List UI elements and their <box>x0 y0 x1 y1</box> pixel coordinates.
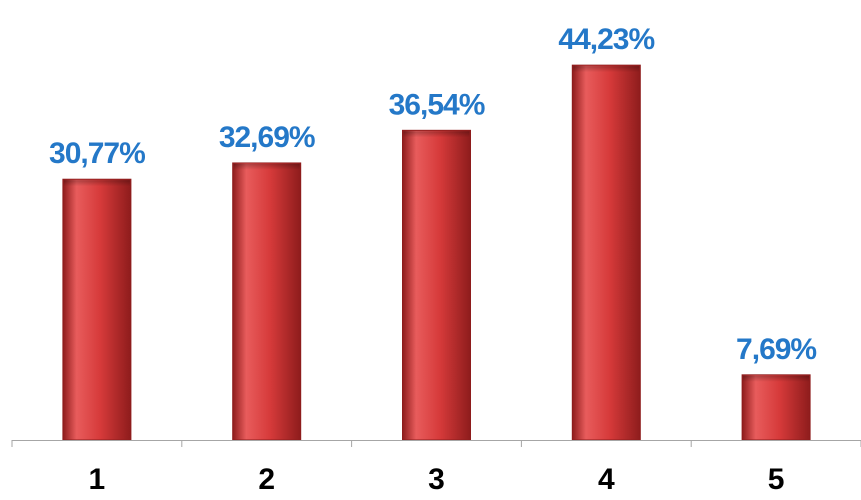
x-tick-label-4: 4 <box>598 463 615 496</box>
bar-top-shade-2 <box>233 163 300 170</box>
bars-layer <box>62 64 811 441</box>
bar-3 <box>402 129 471 441</box>
bar-top-shade-4 <box>573 66 640 73</box>
x-tick-label-3: 3 <box>428 463 445 496</box>
data-label-4: 44,23% <box>558 23 654 56</box>
x-tick-label-2: 2 <box>258 463 275 496</box>
data-label-5: 7,69% <box>736 333 816 366</box>
value-labels-layer: 30,77% 32,69% 36,54% 44,23% 7,69% <box>49 23 817 366</box>
bar-top-shade-3 <box>403 131 470 138</box>
bar-top-shade-1 <box>63 180 130 187</box>
bar-2 <box>232 162 302 441</box>
bar-1 <box>62 178 132 441</box>
bar-4 <box>571 64 641 441</box>
data-label-3: 36,54% <box>389 88 485 121</box>
x-tick-label-5: 5 <box>768 463 785 496</box>
x-tick-label-1: 1 <box>89 463 106 496</box>
bar-5 <box>741 374 811 441</box>
data-label-2: 32,69% <box>219 121 315 154</box>
data-label-1: 30,77% <box>49 137 145 170</box>
bar-top-shade-5 <box>743 375 810 382</box>
x-axis: 1 2 3 4 5 <box>11 440 861 496</box>
